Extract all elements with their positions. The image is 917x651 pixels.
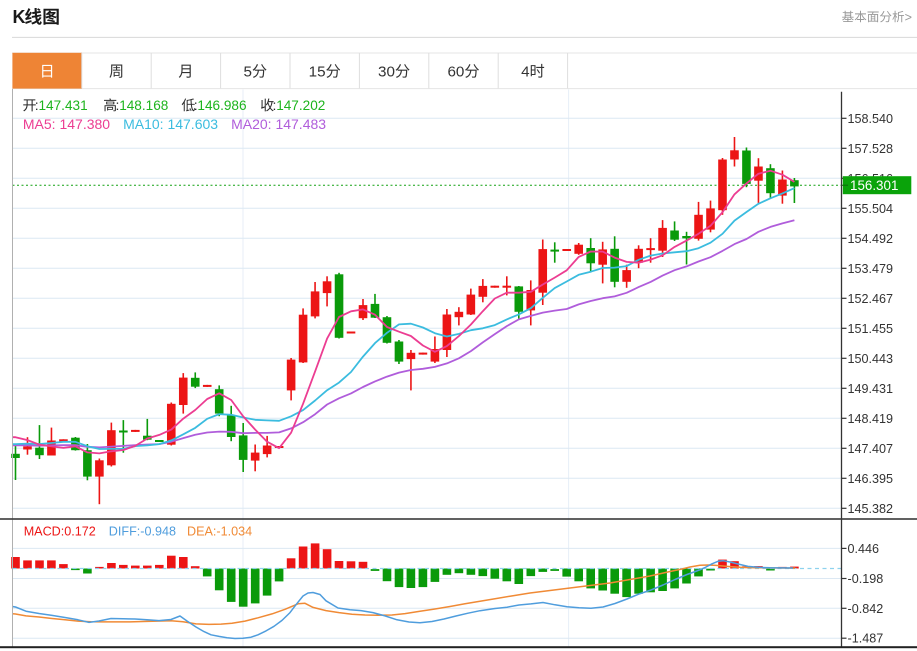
svg-text:147.407: 147.407 bbox=[848, 442, 894, 456]
svg-text:MA20: 147.483: MA20: 147.483 bbox=[231, 116, 326, 132]
svg-text:148.419: 148.419 bbox=[848, 412, 894, 426]
svg-text:-1.487: -1.487 bbox=[848, 632, 884, 646]
svg-text:>: > bbox=[905, 10, 912, 24]
svg-text:4: 4 bbox=[521, 64, 529, 81]
svg-text::: : bbox=[194, 97, 198, 113]
svg-text:-0.198: -0.198 bbox=[848, 572, 884, 586]
svg-text::: : bbox=[35, 97, 39, 113]
svg-text:MACD:0.172: MACD:0.172 bbox=[24, 525, 96, 539]
svg-text:148.168: 148.168 bbox=[119, 98, 168, 113]
svg-text:147.202: 147.202 bbox=[276, 98, 325, 113]
svg-text:146.395: 146.395 bbox=[848, 472, 894, 486]
svg-text:-0.842: -0.842 bbox=[848, 602, 884, 616]
svg-text:146.986: 146.986 bbox=[197, 98, 246, 113]
svg-text:151.455: 151.455 bbox=[848, 322, 894, 336]
svg-text:K: K bbox=[13, 7, 26, 27]
svg-text::: : bbox=[273, 97, 277, 113]
svg-text:157.528: 157.528 bbox=[848, 142, 894, 156]
svg-text:155.504: 155.504 bbox=[848, 202, 894, 216]
svg-text:3: 3 bbox=[378, 64, 386, 81]
svg-text:0: 0 bbox=[456, 64, 464, 81]
svg-text:6: 6 bbox=[447, 64, 455, 81]
svg-text:MA10: 147.603: MA10: 147.603 bbox=[123, 116, 218, 132]
svg-text:5: 5 bbox=[317, 64, 325, 81]
svg-text:158.540: 158.540 bbox=[848, 112, 894, 126]
svg-text:150.443: 150.443 bbox=[848, 352, 894, 366]
svg-text:156.301: 156.301 bbox=[850, 178, 898, 193]
svg-text:147.431: 147.431 bbox=[39, 98, 88, 113]
svg-text:145.382: 145.382 bbox=[848, 502, 894, 516]
svg-text:5: 5 bbox=[243, 64, 251, 81]
svg-text:0.446: 0.446 bbox=[848, 542, 880, 556]
svg-text:153.479: 153.479 bbox=[848, 262, 894, 276]
svg-text:1: 1 bbox=[309, 64, 317, 81]
svg-text:DEA:-1.034: DEA:-1.034 bbox=[187, 525, 252, 539]
svg-text:MA5: 147.380: MA5: 147.380 bbox=[23, 116, 110, 132]
svg-text:0: 0 bbox=[387, 64, 395, 81]
svg-text:152.467: 152.467 bbox=[848, 292, 894, 306]
svg-text:DIFF:-0.948: DIFF:-0.948 bbox=[109, 525, 176, 539]
svg-text::: : bbox=[116, 97, 120, 113]
svg-text:149.431: 149.431 bbox=[848, 382, 894, 396]
svg-text:154.492: 154.492 bbox=[848, 232, 894, 246]
